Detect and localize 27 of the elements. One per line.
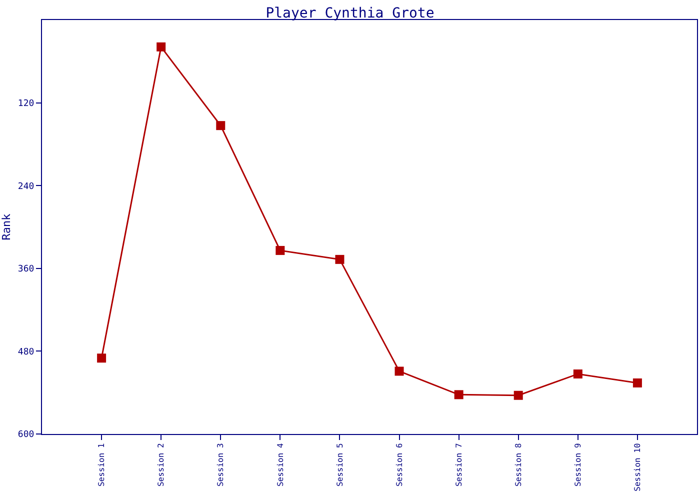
point: [97, 354, 106, 363]
y-axis-title: Rank: [0, 213, 13, 240]
x-tick-label: Session 10: [633, 443, 642, 492]
point: [394, 366, 404, 376]
point: [216, 121, 226, 130]
y-tick-label: 600: [18, 430, 34, 440]
point: [632, 378, 642, 388]
x-tick-label: Session 1: [97, 443, 106, 487]
x-tick-label: Session 3: [216, 443, 226, 487]
y-tick-label: 120: [18, 98, 34, 109]
chart-title: Player Cynthia Grote: [266, 5, 434, 22]
x-tick-label: Session 8: [514, 443, 523, 487]
y-tick-label: 240: [18, 182, 34, 192]
x-tick-label: Session 9: [574, 443, 583, 487]
point: [454, 390, 464, 400]
x-tick-label: Session 7: [454, 443, 464, 487]
point: [335, 254, 344, 264]
x-tick-label: Session 4: [276, 443, 285, 487]
x-tick-label: Session 2: [156, 443, 166, 487]
y-tick-label: 480: [18, 347, 34, 358]
y-tick-label: 360: [18, 264, 34, 275]
point: [276, 246, 285, 255]
x-tick-label: Session 5: [335, 443, 344, 487]
point: [514, 390, 523, 400]
point: [573, 369, 582, 378]
x-tick-label: Session 6: [394, 443, 404, 487]
point: [156, 42, 166, 52]
